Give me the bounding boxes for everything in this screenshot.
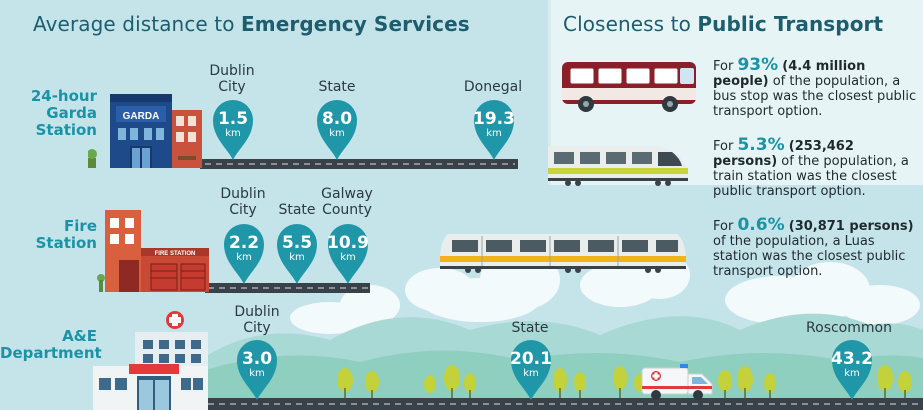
ae-stop-2-unit: km <box>523 368 539 379</box>
transport-fact-train: For 5.3% (253,462 persons) of the popula… <box>713 135 909 200</box>
garda-stop-2-unit: km <box>329 128 345 139</box>
fire-station-icon: FIRE STATION <box>97 210 209 292</box>
fire-stop-1-place: Dublin City <box>220 186 266 218</box>
garda-stop-3-place: Donegal <box>463 79 523 95</box>
fire-stop-3-unit: km <box>340 252 356 263</box>
ae-stop-2-value: 20.1 <box>510 349 552 369</box>
trees <box>337 365 912 400</box>
train-icon <box>548 146 688 186</box>
ae-stop-3-unit: km <box>844 368 860 379</box>
fire-stop-3-value: 10.9 <box>327 233 369 253</box>
ae-stop-3-value: 43.2 <box>831 349 873 369</box>
fire-stop-1-unit: km <box>236 252 252 263</box>
location-pin-icon <box>328 224 368 284</box>
location-pin-icon <box>474 100 514 160</box>
svg-text:GARDA: GARDA <box>123 111 160 122</box>
garda-stop-1-unit: km <box>225 128 241 139</box>
ae-stop-2-place: State <box>511 320 549 336</box>
ae-stop-1-place: Dublin City <box>234 304 280 336</box>
fire-stop-2-value: 5.5 <box>281 233 313 253</box>
location-pin-icon <box>224 224 264 284</box>
location-pin-icon <box>511 340 551 400</box>
garda-stop-1-value: 1.5 <box>217 109 249 129</box>
hospital-icon <box>93 311 208 410</box>
garda-stop-1-place: Dublin City <box>209 63 255 95</box>
ae-label: A&E Department <box>0 327 102 362</box>
garda-label: 24-hour Garda Station <box>30 87 97 139</box>
garda-station-icon: GARDA <box>88 94 202 168</box>
garda-stop-3-unit: km <box>486 128 502 139</box>
luas-tram-icon <box>440 234 686 273</box>
emergency-title: Average distance to Emergency Services <box>33 12 470 36</box>
ambulance-icon <box>641 364 713 400</box>
bus-icon <box>562 62 696 112</box>
fire-stop-2-place: State <box>278 202 316 218</box>
fire-stop-3-place: Galway County <box>321 186 373 218</box>
transport-title: Closeness to Public Transport <box>563 12 884 36</box>
fire-stop-1-value: 2.2 <box>228 233 260 253</box>
ae-stop-1-value: 3.0 <box>241 349 273 369</box>
garda-stop-2-value: 8.0 <box>321 109 353 129</box>
svg-text:FIRE STATION: FIRE STATION <box>155 251 196 257</box>
fire-label: Fire Station <box>35 217 97 252</box>
roads <box>200 159 923 410</box>
transport-fact-bus: For 93% (4.4 million people) of the popu… <box>713 55 917 120</box>
location-pin-icon <box>317 100 357 160</box>
ae-stop-3-place: Roscommon <box>806 320 892 336</box>
transport-fact-luas: For 0.6% (30,871 persons) of the populat… <box>713 215 914 280</box>
ae-stop-1-unit: km <box>249 368 265 379</box>
location-pin-icon <box>213 100 253 160</box>
location-pin-icon <box>277 224 317 284</box>
fire-stop-2-unit: km <box>289 252 305 263</box>
garda-stop-2-place: State <box>318 79 356 95</box>
location-pin-icon <box>832 340 872 400</box>
location-pin-icon <box>237 340 277 400</box>
garda-stop-3-value: 19.3 <box>473 109 515 129</box>
